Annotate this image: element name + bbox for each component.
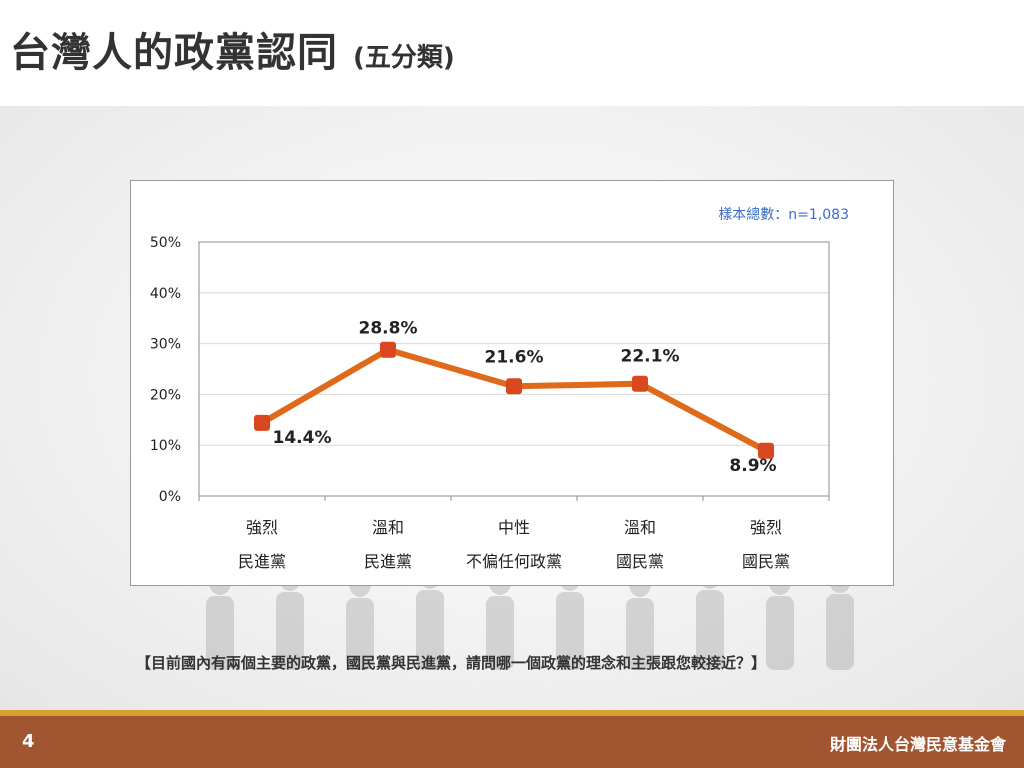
- data-point-marker: [758, 442, 774, 459]
- footer-accent-stripe: [0, 710, 1024, 716]
- page-number: 4: [22, 731, 35, 752]
- y-tick-label: 10%: [150, 438, 181, 454]
- y-tick-label: 50%: [150, 235, 181, 251]
- slide-title-main: 台灣人的政黨認同: [10, 30, 338, 76]
- x-category-label: 民進黨: [363, 552, 412, 571]
- slide-title: 台灣人的政黨認同 (五分類): [10, 20, 455, 78]
- data-point-marker: [506, 378, 522, 395]
- chart-panel: 樣本總數：n=1,083 0% 10% 20% 30% 40% 50% 14.4% 28.8%…: [130, 180, 894, 586]
- x-category-label: 國民黨: [615, 552, 664, 571]
- x-category-label: 強烈: [749, 518, 782, 537]
- data-label: 22.1%: [621, 347, 680, 367]
- data-point-marker: [254, 414, 270, 431]
- x-category-label: 強烈: [245, 518, 278, 537]
- data-point-marker: [632, 375, 648, 392]
- plot-frame: [198, 241, 830, 497]
- data-point-marker: [380, 341, 396, 358]
- x-category-label: 溫和: [371, 518, 404, 537]
- x-category-label: 國民黨: [741, 552, 790, 571]
- x-category-label: 民進黨: [237, 552, 286, 571]
- sample-size-label: 樣本總數：n=1,083: [718, 207, 849, 223]
- x-category-label: 不偏任何政黨: [465, 552, 562, 571]
- line-chart: 0% 10% 20% 30% 40% 50% 14.4% 28.8% 21.6% 22.1% 8.9…: [150, 235, 830, 505]
- y-tick-label: 40%: [150, 286, 181, 302]
- data-label: 8.9%: [729, 456, 776, 476]
- x-category-label: 中性: [497, 518, 530, 537]
- survey-question: 【目前國內有兩個主要的政黨，國民黨與民進黨，請問哪一個政黨的理念和主張跟您較接近…: [136, 654, 767, 672]
- slide-title-suffix: (五分類): [352, 43, 455, 73]
- y-tick-label: 30%: [150, 337, 181, 353]
- data-label: 14.4%: [273, 428, 332, 448]
- organization-name: 財團法人台灣民意基金會: [829, 735, 1006, 754]
- data-label: 28.8%: [359, 319, 418, 339]
- footer-bar: 4 財團法人台灣民意基金會: [0, 716, 1024, 768]
- x-category-label: 溫和: [623, 518, 656, 537]
- data-label: 21.6%: [485, 347, 544, 367]
- y-tick-label: 20%: [150, 387, 181, 403]
- y-tick-label: 0%: [159, 489, 181, 505]
